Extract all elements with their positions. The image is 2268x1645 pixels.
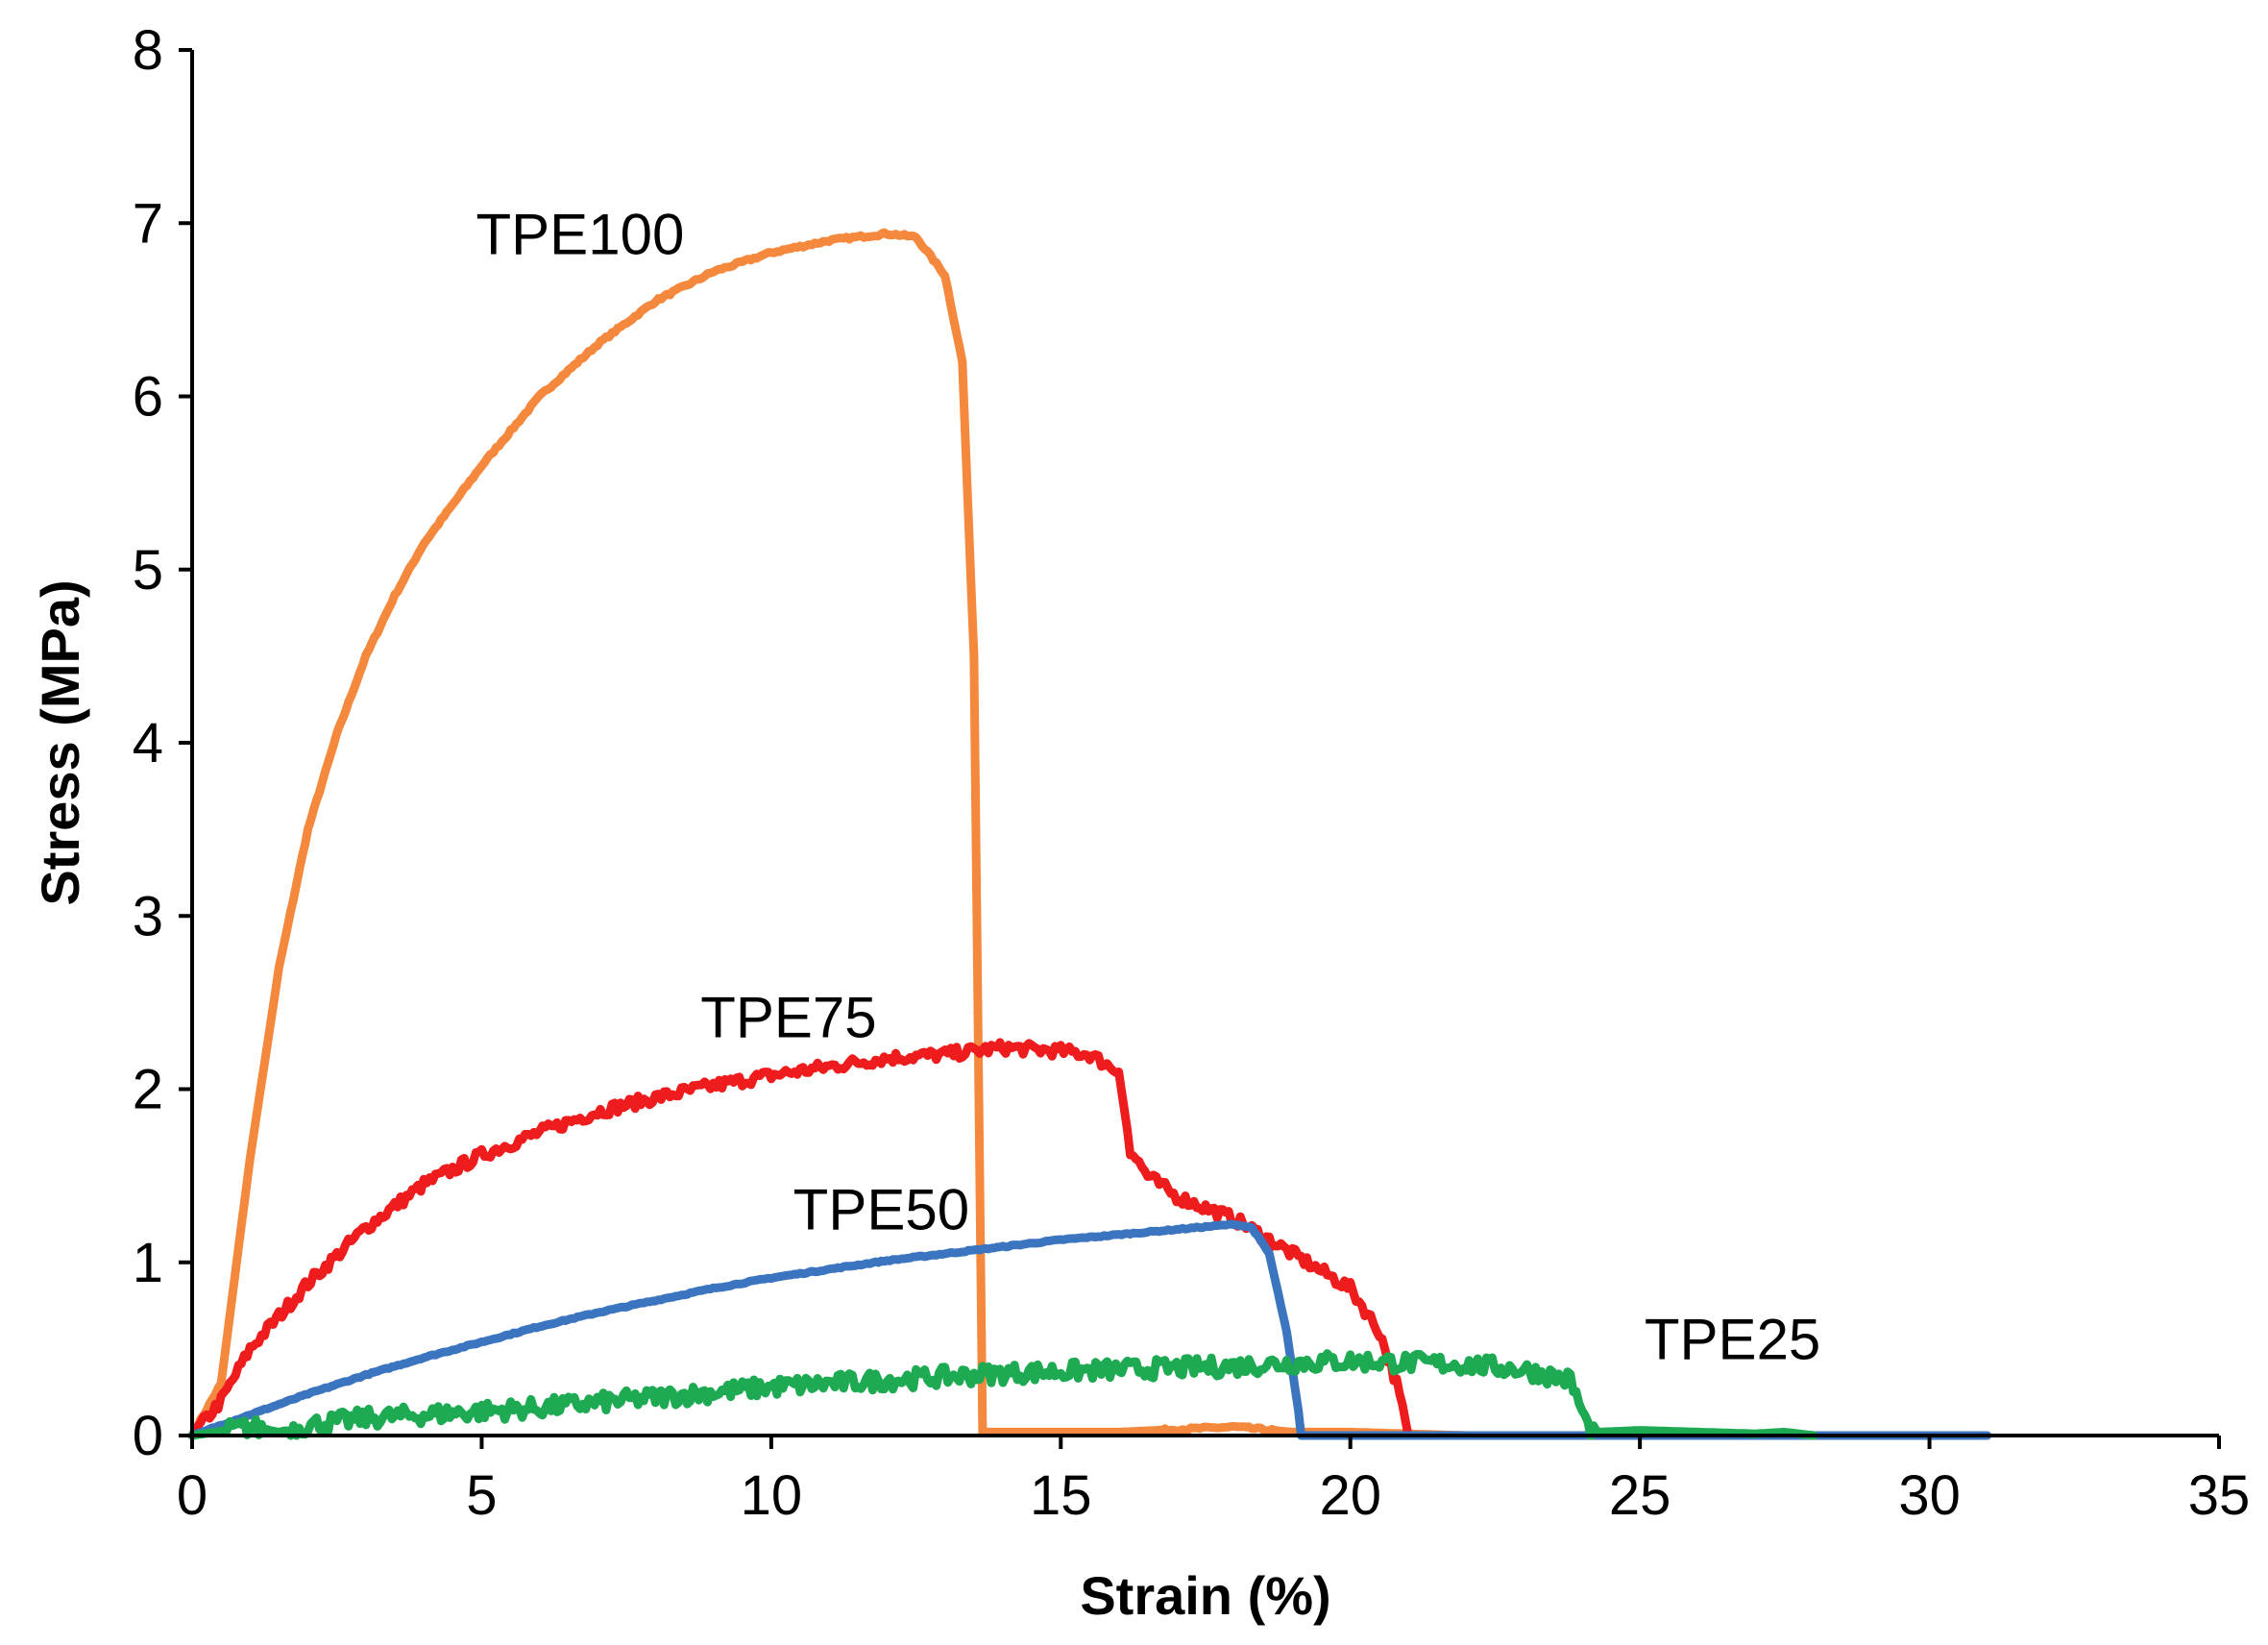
series-annotation-tpe25: TPE25 — [1645, 1308, 1820, 1372]
y-axis-title: Stress (MPa) — [30, 579, 90, 905]
y-tick-label: 4 — [133, 712, 163, 774]
x-axis-title: Strain (%) — [1080, 1565, 1330, 1626]
series-line-tpe100 — [187, 228, 1471, 1440]
series-annotation-tpe75: TPE75 — [700, 985, 876, 1049]
y-tick-label: 3 — [133, 885, 163, 947]
series-annotation-tpe100: TPE100 — [476, 203, 685, 267]
y-tick-label: 5 — [133, 539, 163, 602]
annotation-layer: TPE100 TPE75 TPE50 TPE25 — [476, 203, 1821, 1372]
ticks-layer: 0 1 2 3 4 5 6 7 8 0 5 10 15 20 25 30 35 — [133, 19, 2251, 1527]
y-tick-label: 7 — [133, 192, 163, 255]
x-tick-label: 30 — [1898, 1464, 1961, 1527]
x-tick-label: 15 — [1030, 1464, 1092, 1527]
x-tick-label: 35 — [2188, 1464, 2251, 1527]
x-tick-label: 0 — [177, 1464, 207, 1527]
y-tick-label: 8 — [133, 19, 163, 82]
series-annotation-tpe50: TPE50 — [793, 1178, 969, 1242]
series-layer — [187, 228, 1992, 1440]
x-tick-label: 20 — [1319, 1464, 1381, 1527]
x-tick-label: 5 — [466, 1464, 497, 1527]
x-tick-label: 10 — [741, 1464, 803, 1527]
series-line-tpe25 — [187, 1349, 1818, 1440]
x-tick-label: 25 — [1609, 1464, 1671, 1527]
y-tick-label: 6 — [133, 366, 163, 429]
y-tick-label: 2 — [133, 1059, 163, 1121]
y-tick-label: 0 — [133, 1405, 163, 1467]
y-tick-label: 1 — [133, 1232, 163, 1294]
